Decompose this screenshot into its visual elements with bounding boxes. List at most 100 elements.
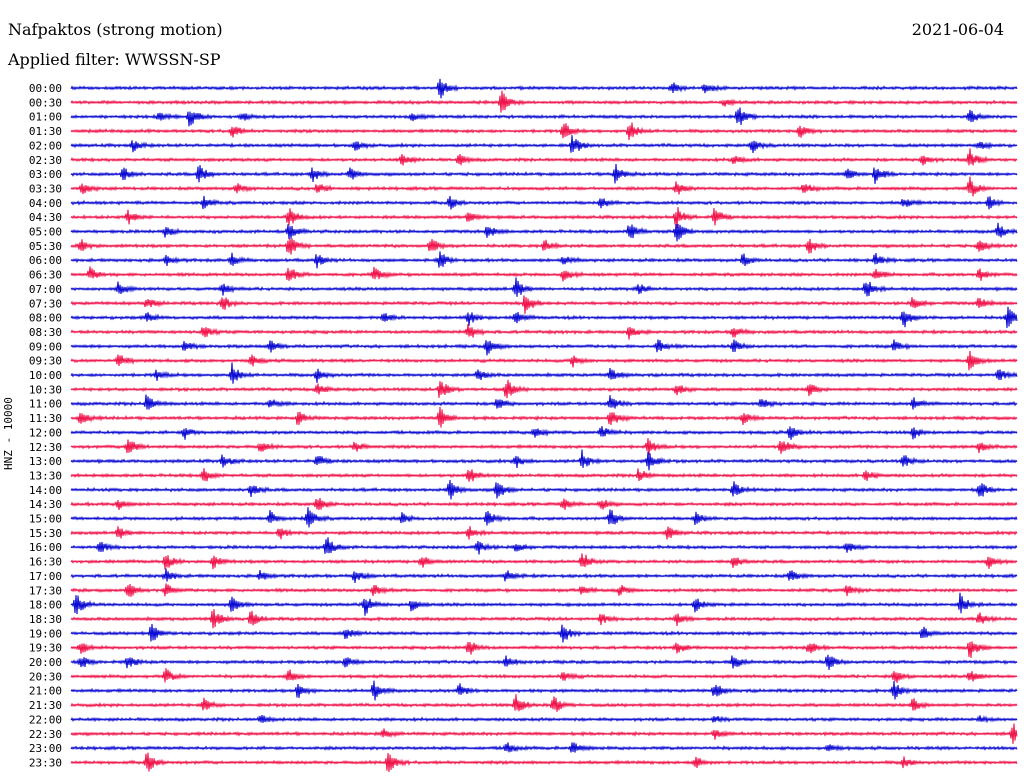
trace-line — [70, 394, 1018, 410]
trace-line — [70, 723, 1018, 744]
trace-line — [70, 526, 1018, 540]
trace-line — [70, 90, 1018, 113]
trace-line — [70, 122, 1018, 140]
trace-line — [70, 107, 1018, 127]
trace-label: 12:30 — [29, 441, 62, 454]
trace-line — [70, 507, 1018, 528]
trace-line — [70, 339, 1018, 356]
trace-label: 20:30 — [29, 670, 62, 683]
trace-label: 23:00 — [29, 742, 62, 755]
trace-line — [70, 752, 1018, 773]
trace-line — [70, 251, 1018, 269]
trace-label: 18:00 — [29, 599, 62, 612]
date-label: 2021-06-04 — [911, 20, 1004, 39]
trace-line — [70, 623, 1018, 643]
trace-label: 06:30 — [29, 269, 62, 282]
trace-label: 11:30 — [29, 412, 62, 425]
trace-label: 01:00 — [29, 111, 62, 124]
trace-label: 16:30 — [29, 556, 62, 569]
trace-line — [70, 135, 1018, 154]
trace-label: 00:00 — [29, 82, 62, 95]
trace-label: 14:00 — [29, 484, 62, 497]
trace-label: 10:30 — [29, 383, 62, 396]
trace-line — [70, 350, 1018, 371]
trace-line — [70, 694, 1018, 712]
trace-line — [70, 715, 1018, 724]
trace-label: 13:00 — [29, 455, 62, 468]
trace-line — [70, 176, 1018, 197]
trace-line — [70, 668, 1018, 683]
station-title: Nafpaktos (strong motion) — [8, 20, 223, 39]
trace-line — [70, 583, 1018, 597]
trace-label: 15:30 — [29, 527, 62, 540]
trace-label: 11:00 — [29, 398, 62, 411]
trace-line — [70, 497, 1018, 511]
trace-line — [70, 608, 1018, 629]
trace-label: 00:30 — [29, 96, 62, 109]
trace-label: 05:30 — [29, 240, 62, 253]
trace-line — [70, 277, 1018, 297]
trace-label: 18:30 — [29, 613, 62, 626]
trace-label: 17:30 — [29, 584, 62, 597]
trace-label: 13:30 — [29, 469, 62, 482]
trace-line — [70, 78, 1018, 99]
trace-label: 23:30 — [29, 756, 62, 769]
trace-label: 14:30 — [29, 498, 62, 511]
trace-label: 05:00 — [29, 226, 62, 239]
trace-label: 08:30 — [29, 326, 62, 339]
trace-label: 07:00 — [29, 283, 62, 296]
trace-label: 15:00 — [29, 513, 62, 526]
filter-label: Applied filter: WWSSN-SP — [8, 50, 221, 69]
trace-line — [70, 568, 1018, 584]
trace-line — [70, 306, 1018, 328]
trace-label: 04:30 — [29, 211, 62, 224]
trace-line — [70, 148, 1018, 166]
trace-line — [70, 742, 1018, 753]
trace-line — [70, 479, 1018, 500]
trace-line — [70, 641, 1018, 659]
trace-line — [70, 362, 1018, 384]
trace-line — [70, 654, 1018, 670]
trace-line — [70, 553, 1018, 570]
trace-label: 16:00 — [29, 541, 62, 554]
trace-line — [70, 438, 1018, 456]
trace-label: 21:00 — [29, 685, 62, 698]
trace-label: 01:30 — [29, 125, 62, 138]
trace-line — [70, 266, 1018, 282]
trace-label: 04:00 — [29, 197, 62, 210]
trace-line — [70, 379, 1018, 399]
trace-label: 12:00 — [29, 426, 62, 439]
trace-label: 22:30 — [29, 728, 62, 741]
trace-label: 09:30 — [29, 355, 62, 368]
trace-line — [70, 468, 1018, 482]
trace-label: 20:00 — [29, 656, 62, 669]
trace-line — [70, 324, 1018, 340]
trace-label: 19:30 — [29, 642, 62, 655]
trace-label: 03:30 — [29, 182, 62, 195]
trace-line — [70, 680, 1018, 701]
trace-label: 03:00 — [29, 168, 62, 181]
trace-line — [70, 592, 1018, 616]
trace-line — [70, 238, 1018, 255]
trace-label: 21:30 — [29, 699, 62, 712]
trace-line — [70, 195, 1018, 210]
trace-line — [70, 295, 1018, 314]
trace-label: 07:30 — [29, 297, 62, 310]
trace-label: 02:30 — [29, 154, 62, 167]
trace-label: 08:00 — [29, 312, 62, 325]
trace-line — [70, 426, 1018, 440]
trace-line — [70, 207, 1018, 229]
trace-line — [70, 537, 1018, 555]
trace-label: 22:00 — [29, 713, 62, 726]
trace-label: 10:00 — [29, 369, 62, 382]
trace-label: 19:00 — [29, 627, 62, 640]
trace-label: 02:00 — [29, 139, 62, 152]
trace-label: 09:00 — [29, 340, 62, 353]
trace-label: 06:00 — [29, 254, 62, 267]
trace-line — [70, 449, 1018, 471]
trace-label: 17:00 — [29, 570, 62, 583]
trace-line — [70, 406, 1018, 428]
trace-line — [70, 163, 1018, 184]
trace-line — [70, 222, 1018, 242]
